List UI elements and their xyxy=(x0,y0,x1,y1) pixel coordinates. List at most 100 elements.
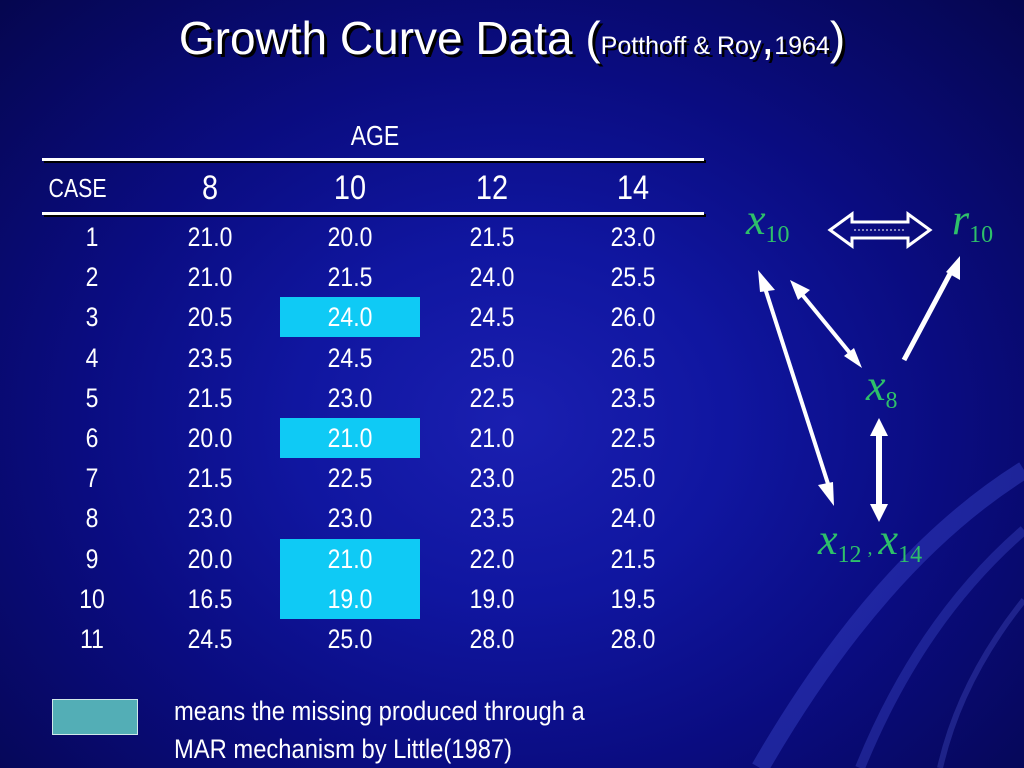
value-cell: 23.5 xyxy=(187,342,233,373)
table-row: 6 20.0 21.0 21.0 22.5 xyxy=(0,418,720,458)
value-cell: 20.0 xyxy=(187,543,233,574)
value-cell: 25.0 xyxy=(469,342,515,373)
node-r10: r10 xyxy=(952,198,993,249)
x8-to-x10-arrow xyxy=(790,280,862,368)
value-cell: 24.0 xyxy=(469,262,515,293)
case-cell: 5 xyxy=(85,382,99,413)
node-x12-x14: x12, x14 xyxy=(818,518,922,570)
node-r10-base: r xyxy=(952,195,970,244)
value-cell: 24.5 xyxy=(469,302,515,333)
table-row: 7 21.5 22.5 23.0 25.0 xyxy=(0,458,720,498)
table-header-rule xyxy=(42,212,704,215)
value-cell: 21.0 xyxy=(187,222,233,252)
x8-x12-double-arrow xyxy=(870,418,888,522)
value-cell: 21.0 xyxy=(469,423,515,453)
case-cell: 11 xyxy=(80,624,104,654)
missing-value-highlight xyxy=(280,578,420,619)
table-row: 3 20.5 24.0 24.5 26.0 xyxy=(0,297,720,338)
case-cell: 7 xyxy=(85,463,99,494)
title-year: 1964 xyxy=(774,32,830,60)
value-cell: 23.0 xyxy=(327,503,373,534)
age-group-header: AGE xyxy=(350,120,400,151)
value-cell: 24.0 xyxy=(610,503,656,534)
node-x12-sub: 12 xyxy=(837,542,862,568)
value-cell: 26.0 xyxy=(610,302,656,333)
legend-text: means the missing produced through a MAR… xyxy=(174,692,632,768)
table-top-rule xyxy=(42,158,704,161)
table-row: 4 23.5 24.5 25.0 26.5 xyxy=(0,338,720,378)
value-cell: 25.0 xyxy=(610,463,656,494)
age-8-header: 8 xyxy=(201,169,219,207)
value-cell: 21.5 xyxy=(187,463,233,494)
value-cell: 21.5 xyxy=(469,222,515,252)
case-cell: 8 xyxy=(85,503,99,534)
value-cell: 25.0 xyxy=(327,624,373,654)
case-cell: 9 xyxy=(85,543,99,574)
node-x14-base: x xyxy=(878,515,899,564)
missing-value-highlight xyxy=(280,297,420,338)
title-close: ) xyxy=(829,12,846,64)
title-comma: , xyxy=(761,12,775,64)
node-x10-sub: 10 xyxy=(765,222,790,248)
legend-line-1: means the missing produced through a xyxy=(174,696,585,726)
age-12-header: 12 xyxy=(475,169,509,207)
value-cell: 28.0 xyxy=(469,624,515,654)
table-row: 5 21.5 23.0 22.5 23.5 xyxy=(0,378,720,418)
table-row: 9 20.0 21.0 22.0 21.5 xyxy=(0,538,720,579)
value-cell: 23.0 xyxy=(187,503,233,534)
case-cell: 3 xyxy=(85,302,99,333)
value-cell: 21.5 xyxy=(610,543,656,574)
value-cell: 22.5 xyxy=(469,382,515,413)
value-cell: 23.0 xyxy=(610,222,656,252)
table-row: 10 16.5 19.0 19.0 19.5 xyxy=(0,578,720,619)
diagram-arrows xyxy=(758,211,960,522)
value-cell: 21.5 xyxy=(327,262,373,293)
x8-to-r10-arrow xyxy=(901,256,960,362)
node-x10: x10 xyxy=(746,198,790,249)
value-cell: 19.5 xyxy=(610,583,656,614)
value-cell: 21.0 xyxy=(327,543,373,574)
node-separator: , xyxy=(867,537,873,559)
value-cell: 22.5 xyxy=(327,463,373,494)
title-main: Growth Curve Data ( xyxy=(178,12,601,64)
value-cell: 23.5 xyxy=(469,503,515,534)
node-x8: x8 xyxy=(866,364,898,415)
value-cell: 20.0 xyxy=(327,222,373,252)
node-x10-base: x xyxy=(746,195,766,244)
table-row: 1 21.0 20.0 21.5 23.0 xyxy=(0,217,720,257)
missing-value-highlight xyxy=(280,538,420,579)
value-cell: 20.0 xyxy=(187,423,233,453)
case-cell: 10 xyxy=(79,583,105,614)
value-cell: 24.0 xyxy=(327,302,373,333)
value-cell: 19.0 xyxy=(469,583,515,614)
case-cell: 1 xyxy=(85,222,99,252)
value-cell: 21.0 xyxy=(327,423,373,453)
legend-swatch xyxy=(52,699,138,735)
value-cell: 25.5 xyxy=(610,262,656,293)
node-x8-sub: 8 xyxy=(885,388,898,414)
case-cell: 6 xyxy=(85,423,99,453)
value-cell: 23.5 xyxy=(610,382,656,413)
title-authors: Potthoff & Roy xyxy=(600,32,762,60)
value-cell: 24.5 xyxy=(187,624,233,654)
node-x12-base: x xyxy=(818,515,838,564)
slide-title: Growth Curve Data (Potthoff & Roy,1964) xyxy=(0,6,1024,78)
node-x14-sub: 14 xyxy=(898,542,923,568)
case-column-header: CASE xyxy=(48,173,107,203)
value-cell: 28.0 xyxy=(610,624,656,654)
x10-r10-double-arrow xyxy=(827,211,933,249)
dependency-diagram: x10 r10 x8 x12, x14 xyxy=(720,180,1020,600)
value-cell: 21.0 xyxy=(187,262,233,293)
node-r10-sub: 10 xyxy=(969,222,994,248)
value-cell: 20.5 xyxy=(187,302,233,333)
case-cell: 4 xyxy=(85,342,99,373)
age-10-header: 10 xyxy=(333,169,367,207)
table-row: 11 24.5 25.0 28.0 28.0 xyxy=(0,619,720,659)
value-cell: 22.0 xyxy=(469,543,515,574)
missing-value-highlight xyxy=(280,418,420,458)
node-x8-base: x xyxy=(866,361,886,410)
x12-to-x10-arrow xyxy=(758,270,834,506)
table-row: 8 23.0 23.0 23.5 24.0 xyxy=(0,498,720,538)
value-cell: 26.5 xyxy=(610,342,656,373)
value-cell: 24.5 xyxy=(327,342,373,373)
